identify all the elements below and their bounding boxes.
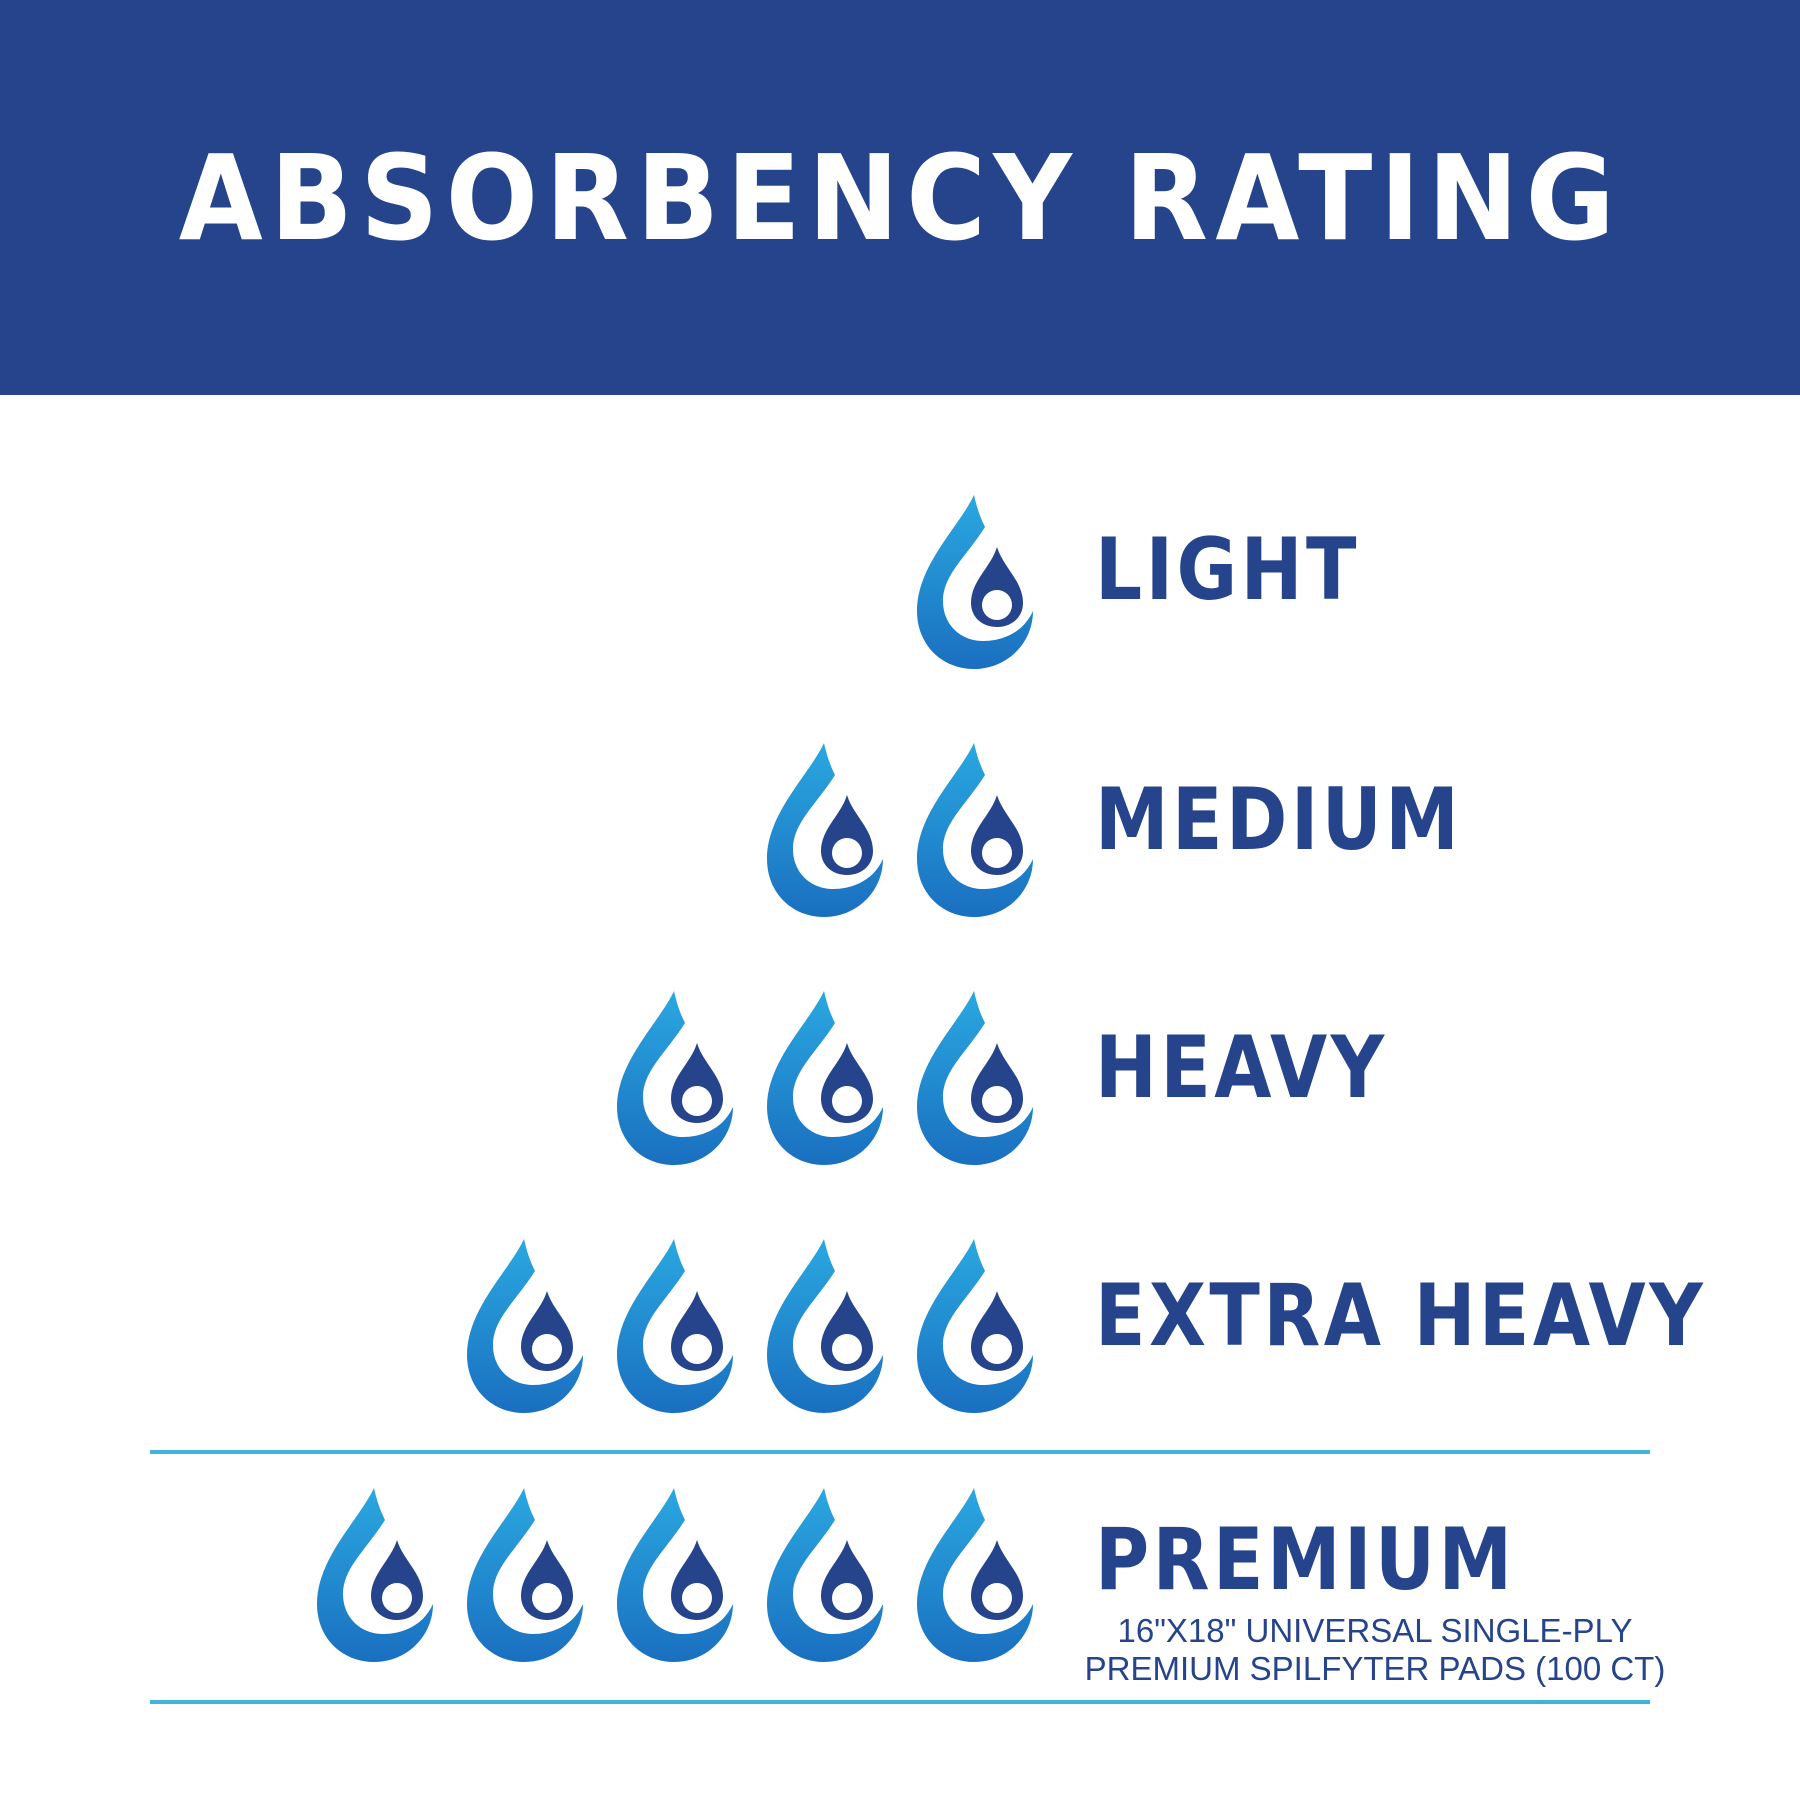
water-drop-icon bbox=[913, 495, 1035, 670]
water-drop-icon bbox=[913, 1488, 1035, 1663]
water-drop-icon bbox=[913, 743, 1035, 918]
header-banner: ABSORBENCY RATING bbox=[0, 0, 1800, 395]
rating-label: LIGHT bbox=[1095, 520, 1360, 620]
rating-label: MEDIUM bbox=[1095, 770, 1463, 870]
water-drop-icon bbox=[613, 991, 735, 1166]
rating-row-light: LIGHT bbox=[0, 495, 1800, 685]
water-drop-icon bbox=[763, 991, 885, 1166]
water-drop-icon bbox=[463, 1488, 585, 1663]
water-drop-icon bbox=[913, 991, 1035, 1166]
rating-label: HEAVY bbox=[1095, 1018, 1388, 1118]
water-drop-icon bbox=[313, 1488, 435, 1663]
rating-row-medium: MEDIUM bbox=[0, 743, 1800, 933]
drop-group bbox=[613, 991, 1035, 1181]
water-drop-icon bbox=[913, 1239, 1035, 1414]
product-line-1: 16"X18" UNIVERSAL SINGLE-PLY bbox=[1117, 1612, 1633, 1649]
water-drop-icon bbox=[463, 1239, 585, 1414]
rating-row-heavy: HEAVY bbox=[0, 991, 1800, 1181]
water-drop-icon bbox=[763, 1239, 885, 1414]
rating-label: PREMIUM bbox=[1095, 1510, 1516, 1610]
drop-group bbox=[463, 1239, 1035, 1429]
rating-row-premium: PREMIUM bbox=[0, 1488, 1800, 1678]
rating-row-extra-heavy: EXTRA HEAVY bbox=[0, 1239, 1800, 1429]
premium-bottom-divider bbox=[150, 1700, 1650, 1704]
drop-group bbox=[913, 495, 1035, 685]
premium-top-divider bbox=[150, 1450, 1650, 1454]
drop-group bbox=[313, 1488, 1035, 1678]
page-title: ABSORBENCY RATING bbox=[178, 128, 1622, 267]
water-drop-icon bbox=[763, 1488, 885, 1663]
product-line-2: PREMIUM SPILFYTER PADS (100 CT) bbox=[1084, 1650, 1666, 1687]
water-drop-icon bbox=[613, 1488, 735, 1663]
drop-group bbox=[763, 743, 1035, 933]
rating-label: EXTRA HEAVY bbox=[1095, 1266, 1707, 1366]
water-drop-icon bbox=[613, 1239, 735, 1414]
premium-product-description: 16"X18" UNIVERSAL SINGLE-PLY PREMIUM SPI… bbox=[1050, 1612, 1700, 1688]
water-drop-icon bbox=[763, 743, 885, 918]
